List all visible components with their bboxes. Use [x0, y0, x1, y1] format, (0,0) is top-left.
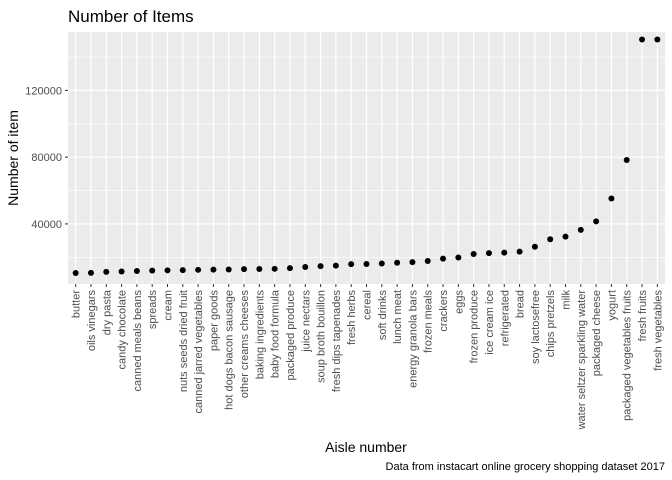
data-point — [577, 226, 584, 233]
data-point — [149, 267, 156, 274]
x-tick-label: chips pretzels — [545, 290, 557, 358]
data-point — [516, 248, 523, 255]
data-point — [378, 260, 385, 267]
data-point — [623, 157, 630, 164]
chart-caption: Data from instacart online grocery shopp… — [386, 461, 665, 473]
x-tick-label: packaged cheese — [591, 290, 603, 376]
x-tick-label: soft drinks — [377, 290, 389, 341]
data-point — [547, 236, 554, 243]
data-point — [639, 36, 646, 43]
x-tick-label: fresh dips tapenades — [331, 290, 343, 393]
data-point — [210, 266, 217, 273]
x-tick-label: fresh vegetables — [652, 290, 664, 371]
data-point — [608, 195, 615, 202]
data-point — [72, 269, 79, 276]
x-tick-label: nuts seeds dried fruit — [178, 290, 190, 392]
x-tick-label: energy granola bars — [407, 290, 419, 388]
data-point — [440, 255, 447, 262]
data-point — [133, 267, 140, 274]
data-point — [593, 218, 600, 225]
data-point — [118, 268, 125, 275]
data-point — [103, 268, 110, 275]
data-point — [531, 243, 538, 250]
x-tick-label: lunch meat — [392, 290, 404, 344]
x-tick-label: canned meals beans — [132, 290, 144, 392]
data-point — [424, 257, 431, 264]
y-axis: 40000 80000 120000 — [25, 85, 68, 231]
data-point — [654, 36, 661, 43]
data-point — [394, 259, 401, 266]
data-point — [363, 260, 370, 267]
x-tick-label: refrigerated — [499, 290, 511, 346]
x-tick-label: butter — [71, 290, 83, 318]
x-tick-label: candy chocolate — [117, 290, 129, 370]
x-axis: butter oils vinegars dry pasta candy chocol… — [71, 284, 664, 431]
data-point — [485, 250, 492, 257]
x-tick-label: frozen produce — [469, 290, 481, 363]
x-tick-label: hot dogs bacon sausage — [224, 290, 236, 410]
data-point — [225, 266, 232, 273]
x-tick-label: spreads — [147, 290, 159, 330]
data-point — [317, 263, 324, 270]
data-point — [501, 249, 508, 256]
data-point — [241, 266, 248, 273]
x-tick-label: other creams cheeses — [239, 290, 251, 399]
x-tick-label: oils vinegars — [86, 290, 98, 352]
y-tick-label: 120000 — [25, 85, 62, 97]
x-tick-label: packaged vegetables fruits — [622, 290, 634, 421]
data-point — [409, 259, 416, 266]
x-tick-label: yogurt — [606, 290, 618, 321]
data-point — [455, 254, 462, 261]
y-tick-label: 80000 — [31, 152, 62, 164]
data-point — [302, 263, 309, 270]
data-point — [562, 233, 569, 240]
data-point — [332, 262, 339, 269]
data-point — [256, 265, 263, 272]
x-tick-label: soy lactosefree — [530, 290, 542, 364]
y-tick-label: 40000 — [31, 219, 62, 231]
x-tick-label: water seltzer sparkling water — [576, 290, 588, 431]
x-tick-label: dry pasta — [101, 289, 113, 335]
x-tick-label: baking ingredients — [254, 290, 266, 380]
x-tick-label: bread — [515, 290, 527, 318]
x-tick-label: milk — [561, 290, 573, 310]
data-point — [470, 250, 477, 257]
data-point — [195, 266, 202, 273]
data-point — [164, 267, 171, 274]
x-tick-label: paper goods — [208, 290, 220, 352]
data-points — [72, 36, 661, 276]
x-tick-label: soup broth bouillon — [316, 290, 328, 383]
gridlines — [68, 32, 665, 284]
x-tick-label: canned jarred vegetables — [193, 290, 205, 414]
data-point — [87, 269, 94, 276]
data-point — [348, 261, 355, 268]
x-tick-label: frozen meals — [423, 290, 435, 353]
x-tick-label: fresh fruits — [637, 290, 649, 342]
chart-title: Number of Items — [68, 7, 194, 26]
data-point — [286, 265, 293, 272]
x-tick-label: crackers — [438, 290, 450, 332]
x-tick-label: cereal — [362, 290, 374, 320]
x-tick-label: juice nectars — [300, 290, 312, 353]
x-tick-label: ice cream ice — [484, 290, 496, 355]
x-tick-label: baby food formula — [270, 289, 282, 378]
y-axis-title: Number of item — [5, 110, 21, 206]
x-tick-label: cream — [163, 290, 175, 321]
x-tick-label: fresh herbs — [346, 290, 358, 346]
x-axis-title: Aisle number — [325, 439, 407, 455]
data-point — [271, 265, 278, 272]
x-tick-label: eggs — [453, 290, 465, 314]
data-point — [179, 267, 186, 274]
x-tick-label: packaged produce — [285, 290, 297, 381]
